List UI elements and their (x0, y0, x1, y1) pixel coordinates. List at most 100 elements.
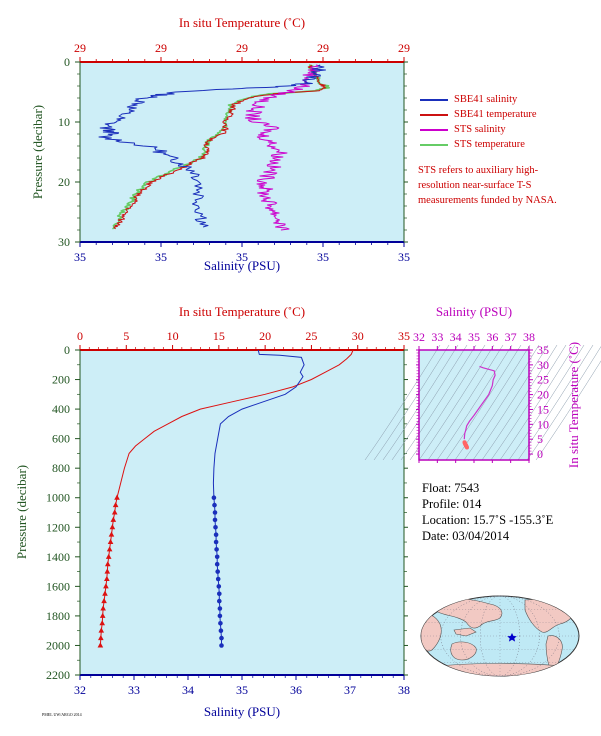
temperature-marker (106, 546, 113, 552)
density-contour (454, 344, 531, 461)
temperature-marker (109, 524, 116, 530)
salinity-marker (211, 495, 217, 501)
top-temp-axis-label: In situ Temperature (˚C) (179, 15, 305, 30)
bottom-pressure-tick-label: 1000 (46, 491, 70, 505)
bottom-pressure-tick-label: 800 (52, 461, 70, 475)
density-contour (517, 344, 594, 461)
salinity-marker (213, 539, 219, 545)
density-contour (481, 344, 558, 461)
bottom-temp-tick-label: 15 (213, 329, 225, 343)
salinity-marker (215, 576, 221, 582)
legend-label: STS salinity (454, 124, 506, 135)
legend-item-sbe41-temperature: SBE41 temperature (420, 107, 537, 122)
float-id: Float: 7543 (422, 481, 480, 495)
bottom-temp-tick-label: 35 (398, 329, 410, 343)
temperature-marker (111, 509, 118, 515)
salinity-marker (218, 628, 224, 633)
bottom-sal-tick-label: 38 (398, 683, 410, 697)
bottom-pressure-tick-label: 1400 (46, 550, 70, 564)
ts-sal-tick-label: 34 (450, 330, 462, 344)
density-contour (490, 344, 567, 461)
bottom-plot-area (80, 350, 404, 675)
bottom-temp-tick-label: 10 (167, 329, 179, 343)
legend-item-sts-temperature: STS temperature (420, 137, 537, 152)
density-contour (436, 344, 513, 461)
ts-sal-tick-label: 36 (486, 330, 498, 344)
salinity-marker (213, 525, 218, 530)
density-contour (382, 344, 459, 461)
temperature-marker (99, 612, 106, 618)
density-contour (409, 344, 486, 461)
bottom-sal-tick-label: 33 (128, 683, 140, 697)
top-pressure-tick-label: 0 (64, 55, 70, 69)
temperature-marker (98, 634, 104, 641)
map-meridian (460, 595, 540, 677)
ts-sal-tick-label: 38 (523, 330, 535, 344)
sts-note: STS refers to auxiliary high-resolution … (418, 165, 557, 206)
temperature-marker (107, 538, 114, 545)
float-location-marker (507, 633, 517, 642)
density-contour (418, 344, 495, 461)
salinity-marker (216, 584, 222, 589)
bottom-pressure-tick-label: 200 (52, 373, 70, 387)
world-map (420, 595, 580, 677)
density-contour (508, 344, 585, 461)
top-sal-tick-label: 35 (317, 250, 329, 264)
legend: SBE41 salinity SBE41 temperature STS sal… (420, 92, 537, 152)
legend-label: STS temperature (454, 139, 525, 150)
bottom-panel: 0 5 10 15 20 25 30 35 32 33 34 35 36 37 38 0 200 400 600 80… (14, 304, 410, 719)
temperature-marker (105, 553, 112, 559)
bottom-pressure-tick-label: 1600 (46, 579, 70, 593)
density-contour (535, 360, 601, 461)
bottom-pressure-tick-label: 2000 (46, 638, 70, 652)
temperature-marker (103, 583, 109, 589)
legend-swatch (420, 143, 448, 146)
ts-temp-tick-label: 10 (537, 417, 549, 431)
date: Date: 03/04/2014 (422, 529, 510, 543)
top-ticks: 29 29 29 29 29 35 35 35 35 35 0 10 20 30 (58, 41, 410, 264)
ts-temp-tick-label: 15 (537, 402, 549, 416)
map-graticule (421, 595, 579, 677)
bottom-temp-tick-label: 5 (123, 329, 129, 343)
legend-label: SBE41 temperature (454, 109, 537, 120)
ts-deep-point (465, 445, 469, 450)
top-salinity-axis-label: Salinity (PSU) (204, 258, 280, 273)
temperature-marker (112, 501, 119, 508)
top-sal-tick-label: 35 (398, 250, 410, 264)
density-contour (526, 346, 601, 461)
temperature-marker (97, 642, 104, 648)
top-panel: 29 29 29 29 29 35 35 35 35 35 0 10 20 30 In situ Temp… (30, 15, 410, 273)
salinity-marker (217, 598, 222, 604)
ts-series (462, 365, 496, 450)
salinity-marker (217, 613, 223, 619)
bottom-sal-tick-label: 34 (182, 683, 194, 697)
ts-temp-tick-label: 20 (537, 388, 549, 402)
location: Location: 15.7˚S -155.3˚E (422, 513, 554, 527)
legend-swatch (420, 128, 448, 131)
top-temp-tick-label: 29 (317, 41, 329, 55)
temperature-marker (114, 494, 120, 500)
bottom-temp-tick-label: 0 (77, 329, 83, 343)
density-contour (445, 344, 522, 461)
bottom-salinity-axis-label: Salinity (PSU) (204, 704, 280, 719)
temperature-marker (98, 627, 105, 633)
salinity-marker (214, 561, 220, 567)
salinity-marker (219, 635, 224, 641)
bottom-series (97, 349, 354, 648)
bottom-temp-axis-label: In situ Temperature (˚C) (179, 304, 305, 319)
bottom-temp-tick-label: 25 (305, 329, 317, 343)
ts-sal-tick-label: 35 (468, 330, 480, 344)
bottom-pressure-tick-label: 1200 (46, 520, 70, 534)
bottom-pressure-tick-label: 400 (52, 402, 70, 416)
density-contour (364, 344, 441, 461)
bottom-ticks: 0 5 10 15 20 25 30 35 32 33 34 35 36 37 38 0 200 400 600 80… (46, 329, 410, 697)
temperature-marker (110, 516, 117, 522)
top-pressure-tick-label: 10 (58, 115, 70, 129)
ts-sal-tick-label: 32 (413, 330, 425, 344)
salinity-marker (212, 502, 217, 508)
ts-temp-tick-label: 30 (537, 358, 549, 372)
top-pressure-axis-label: Pressure (decibar) (30, 105, 45, 199)
density-contour (499, 344, 576, 461)
